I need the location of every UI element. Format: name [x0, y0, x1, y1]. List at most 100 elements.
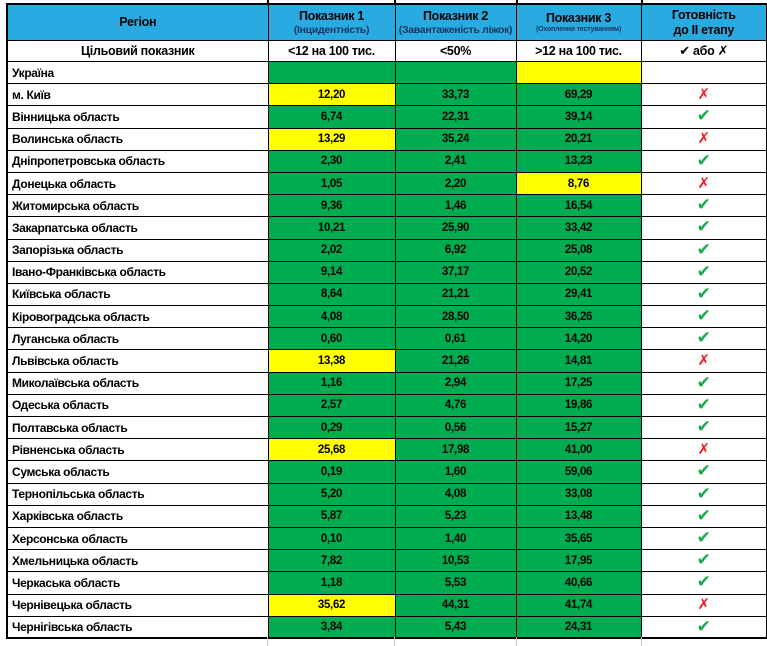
indicator3-cell[interactable]: 8,76 — [515, 171, 642, 196]
indicator3-cell[interactable]: 20,52 — [515, 260, 642, 284]
region-cell[interactable]: Хмельницька область — [6, 549, 269, 573]
indicator2-cell[interactable] — [394, 60, 517, 85]
indicator2-cell[interactable]: 4,76 — [394, 393, 517, 418]
region-cell[interactable]: Одеська область — [6, 393, 269, 418]
indicator2-cell[interactable]: 2,41 — [394, 149, 517, 173]
indicator3-cell[interactable]: 19,86 — [515, 393, 642, 418]
header-indicator3[interactable]: Показник 3 (Охоплення тестуванням) — [515, 3, 642, 41]
indicator1-cell[interactable]: 5,20 — [267, 482, 396, 506]
indicator3-cell[interactable]: 35,65 — [515, 526, 642, 551]
indicator2-cell[interactable]: 5,53 — [394, 571, 517, 595]
indicator1-cell[interactable]: 12,20 — [267, 83, 396, 107]
readiness-cell[interactable]: ✔ — [640, 460, 767, 484]
target-indicator2-cell[interactable]: <50% — [394, 40, 517, 62]
target-indicator3-cell[interactable]: >12 на 100 тис. — [515, 40, 642, 62]
readiness-cell[interactable]: ✔ — [640, 216, 767, 240]
indicator1-cell[interactable]: 13,38 — [267, 349, 396, 373]
readiness-cell[interactable]: ✗ — [640, 127, 767, 151]
indicator1-cell[interactable] — [267, 60, 396, 85]
readiness-cell[interactable] — [640, 60, 767, 85]
indicator1-cell[interactable]: 1,18 — [267, 571, 396, 595]
indicator2-cell[interactable]: 5,23 — [394, 504, 517, 528]
region-cell[interactable]: Івано-Франківська область — [6, 260, 269, 284]
readiness-cell[interactable]: ✔ — [640, 526, 767, 551]
indicator1-cell[interactable]: 8,64 — [267, 282, 396, 307]
indicator3-cell[interactable]: 14,20 — [515, 327, 642, 351]
indicator1-cell[interactable]: 0,29 — [267, 415, 396, 440]
indicator2-cell[interactable]: 4,08 — [394, 482, 517, 506]
indicator1-cell[interactable]: 2,30 — [267, 149, 396, 173]
region-cell[interactable]: Луганська область — [6, 327, 269, 351]
readiness-cell[interactable]: ✔ — [640, 371, 767, 395]
region-cell[interactable]: м. Київ — [6, 83, 269, 107]
header-readiness[interactable]: Готовність до II етапу — [640, 3, 767, 41]
indicator3-cell[interactable]: 15,27 — [515, 415, 642, 440]
region-cell[interactable]: Кіровоградська область — [6, 305, 269, 329]
target-label-cell[interactable]: Цільовий показник — [6, 40, 269, 62]
indicator1-cell[interactable]: 0,19 — [267, 460, 396, 484]
indicator1-cell[interactable]: 0,60 — [267, 327, 396, 351]
region-cell[interactable]: Миколаївська область — [6, 371, 269, 395]
indicator2-cell[interactable]: 28,50 — [394, 305, 517, 329]
readiness-cell[interactable]: ✔ — [640, 327, 767, 351]
readiness-cell[interactable]: ✔ — [640, 194, 767, 218]
readiness-cell[interactable]: ✔ — [640, 260, 767, 284]
readiness-cell[interactable]: ✔ — [640, 615, 767, 639]
target-readiness-cell[interactable]: ✔ або ✗ — [640, 40, 767, 62]
readiness-cell[interactable]: ✔ — [640, 571, 767, 595]
indicator2-cell[interactable]: 44,31 — [394, 593, 517, 617]
region-cell[interactable]: Львівська область — [6, 349, 269, 373]
region-cell[interactable]: Закарпатська область — [6, 216, 269, 240]
indicator1-cell[interactable]: 4,08 — [267, 305, 396, 329]
indicator2-cell[interactable]: 2,20 — [394, 171, 517, 196]
indicator3-cell[interactable]: 17,95 — [515, 549, 642, 573]
indicator2-cell[interactable]: 35,24 — [394, 127, 517, 151]
region-cell[interactable]: Полтавська область — [6, 415, 269, 440]
indicator2-cell[interactable]: 1,46 — [394, 194, 517, 218]
indicator3-cell[interactable]: 41,74 — [515, 593, 642, 617]
readiness-cell[interactable]: ✗ — [640, 83, 767, 107]
indicator2-cell[interactable]: 0,56 — [394, 415, 517, 440]
indicator1-cell[interactable]: 1,16 — [267, 371, 396, 395]
indicator1-cell[interactable]: 6,74 — [267, 105, 396, 129]
readiness-cell[interactable]: ✗ — [640, 438, 767, 462]
indicator3-cell[interactable]: 39,14 — [515, 105, 642, 129]
indicator1-cell[interactable]: 13,29 — [267, 127, 396, 151]
readiness-cell[interactable]: ✔ — [640, 282, 767, 307]
indicator3-cell[interactable]: 33,08 — [515, 482, 642, 506]
indicator2-cell[interactable]: 1,60 — [394, 460, 517, 484]
indicator2-cell[interactable]: 22,31 — [394, 105, 517, 129]
region-cell[interactable]: Донецька область — [6, 171, 269, 196]
indicator2-cell[interactable]: 6,92 — [394, 238, 517, 262]
indicator2-cell[interactable]: 0,61 — [394, 327, 517, 351]
indicator3-cell[interactable]: 13,48 — [515, 504, 642, 528]
indicator2-cell[interactable]: 1,40 — [394, 526, 517, 551]
indicator1-cell[interactable]: 5,87 — [267, 504, 396, 528]
readiness-cell[interactable]: ✔ — [640, 549, 767, 573]
indicator3-cell[interactable]: 40,66 — [515, 571, 642, 595]
readiness-cell[interactable]: ✗ — [640, 593, 767, 617]
readiness-cell[interactable]: ✔ — [640, 504, 767, 528]
indicator1-cell[interactable]: 3,84 — [267, 615, 396, 639]
indicator1-cell[interactable]: 35,62 — [267, 593, 396, 617]
region-cell[interactable]: Волинська область — [6, 127, 269, 151]
indicator2-cell[interactable]: 21,26 — [394, 349, 517, 373]
indicator1-cell[interactable]: 9,36 — [267, 194, 396, 218]
indicator2-cell[interactable]: 10,53 — [394, 549, 517, 573]
region-cell[interactable]: Чернівецька область — [6, 593, 269, 617]
region-cell[interactable]: Вінницька область — [6, 105, 269, 129]
region-cell[interactable]: Черкаська область — [6, 571, 269, 595]
indicator3-cell[interactable]: 33,42 — [515, 216, 642, 240]
indicator3-cell[interactable]: 17,25 — [515, 371, 642, 395]
readiness-cell[interactable]: ✔ — [640, 393, 767, 418]
indicator2-cell[interactable]: 33,73 — [394, 83, 517, 107]
indicator3-cell[interactable]: 59,06 — [515, 460, 642, 484]
indicator3-cell[interactable]: 36,26 — [515, 305, 642, 329]
indicator3-cell[interactable] — [515, 60, 642, 85]
region-cell[interactable]: Тернопільська область — [6, 482, 269, 506]
header-region[interactable]: Регіон — [6, 3, 269, 41]
indicator2-cell[interactable]: 2,94 — [394, 371, 517, 395]
indicator3-cell[interactable]: 20,21 — [515, 127, 642, 151]
readiness-cell[interactable]: ✗ — [640, 171, 767, 196]
region-cell[interactable]: Херсонська область — [6, 526, 269, 551]
